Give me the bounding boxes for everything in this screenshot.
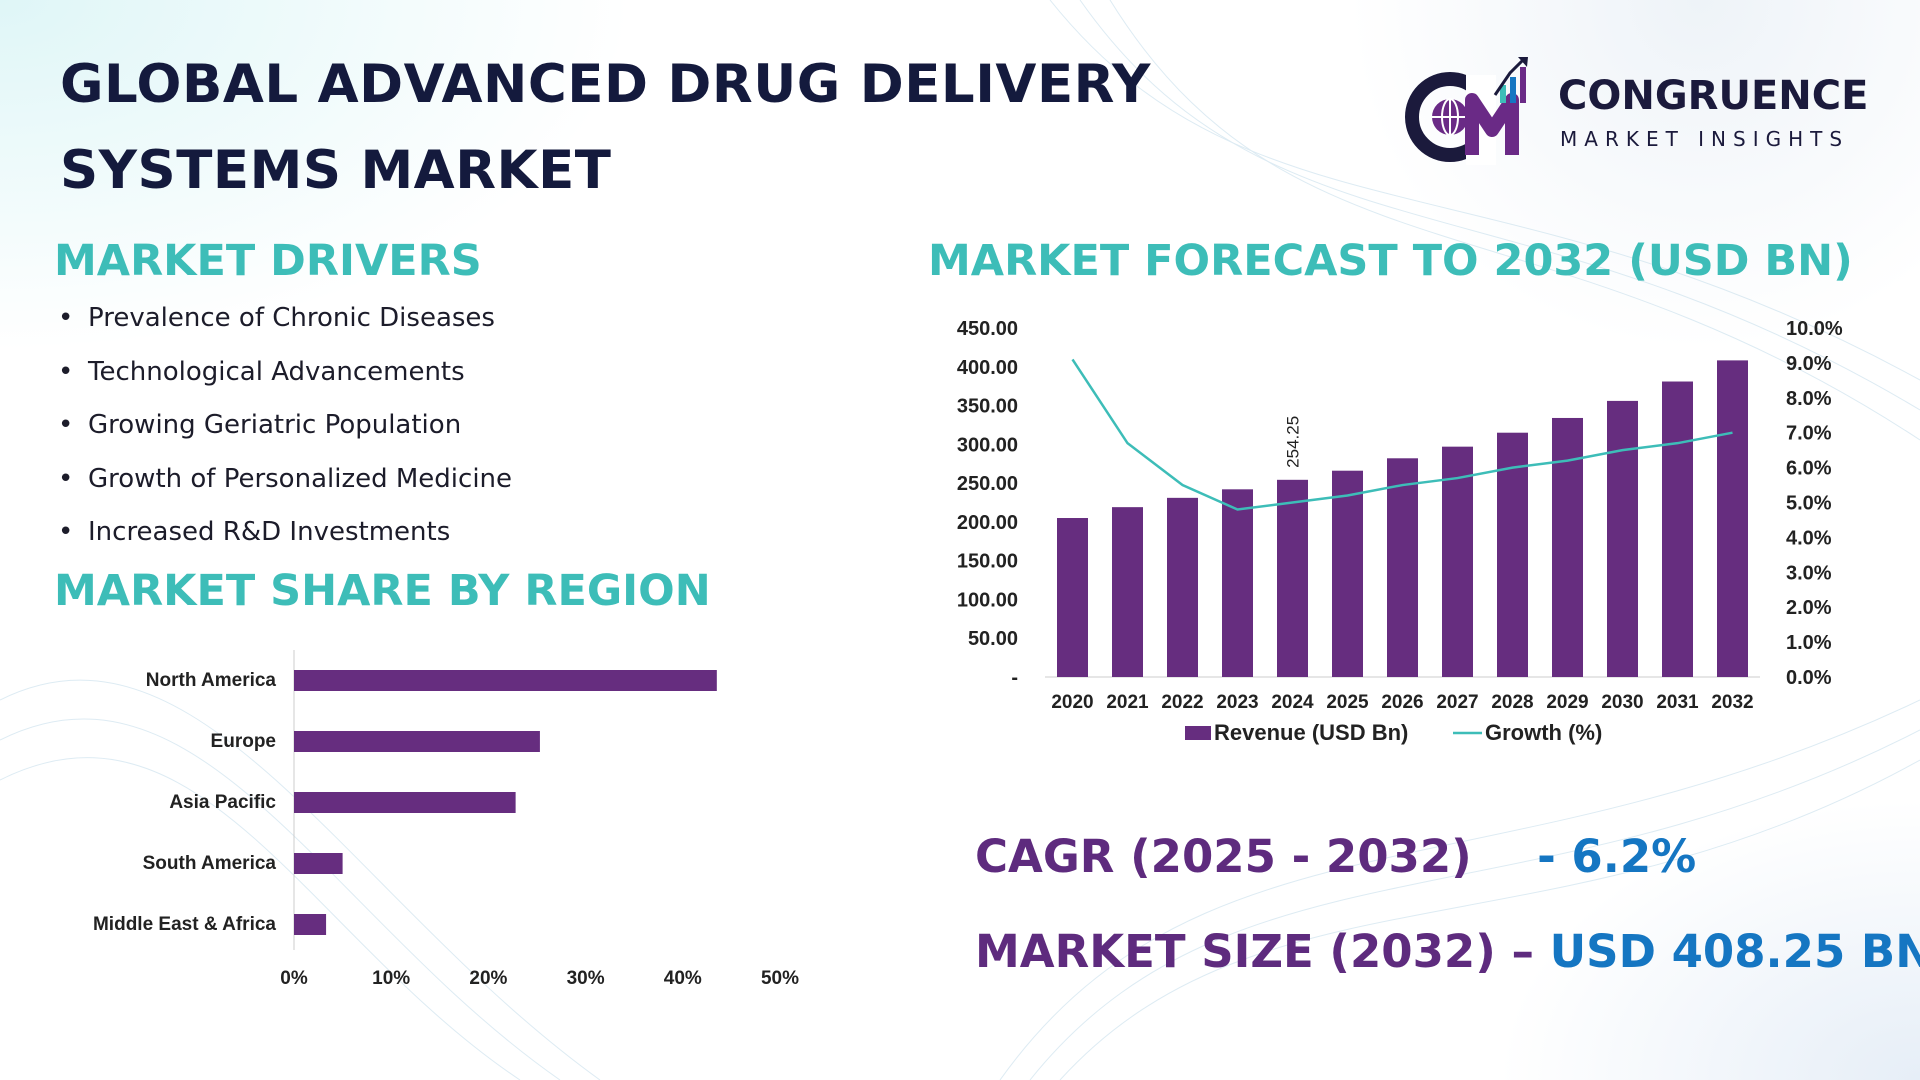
cagr-label: CAGR (2025 - 2032) <box>975 830 1472 883</box>
region-heading: MARKET SHARE BY REGION <box>54 566 711 616</box>
forecast-left-tick-label: - <box>1011 667 1018 689</box>
forecast-right-tick-label: 8.0% <box>1786 388 1832 410</box>
title-line-1: GLOBAL ADVANCED DRUG DELIVERY <box>60 54 1151 115</box>
forecast-right-tick-label: 10.0% <box>1786 318 1843 340</box>
region-bar-chart: North America Europe Asia Pacific South Ame… <box>93 650 799 989</box>
forecast-right-tick-label: 5.0% <box>1786 493 1832 515</box>
forecast-right-tick-label: 3.0% <box>1786 562 1832 584</box>
forecast-left-tick-label: 400.00 <box>957 357 1018 379</box>
region-bar <box>294 792 516 813</box>
logo-tagline: MARKET INSIGHTS <box>1560 127 1850 151</box>
driver-item: • Prevalence of Chronic Diseases <box>58 303 495 333</box>
forecast-right-tick-label: 9.0% <box>1786 353 1832 375</box>
region-x-tick-label: 50% <box>761 968 799 989</box>
region-x-tick-label: 10% <box>372 968 410 989</box>
revenue-bar <box>1607 400 1638 677</box>
forecast-x-tick-label: 2031 <box>1656 692 1699 713</box>
forecast-left-tick-label: 50.00 <box>968 628 1018 650</box>
legend-revenue-swatch <box>1185 726 1211 740</box>
region-bar <box>294 670 717 691</box>
legend-revenue-label: Revenue (USD Bn) <box>1214 720 1408 745</box>
forecast-left-tick-label: 200.00 <box>957 512 1018 534</box>
revenue-bar <box>1222 489 1253 677</box>
driver-item: • Growing Geriatric Population <box>58 410 462 440</box>
forecast-right-tick-label: 6.0% <box>1786 458 1832 480</box>
region-category-label: Asia Pacific <box>169 792 276 813</box>
forecast-x-tick-label: 2022 <box>1161 692 1203 713</box>
cagr-stat: CAGR (2025 - 2032) - 6.2% <box>975 830 1696 883</box>
forecast-x-tick-label: 2020 <box>1051 692 1093 713</box>
forecast-left-tick-label: 300.00 <box>957 434 1018 456</box>
revenue-bar <box>1167 497 1198 677</box>
cm-globe-chart-logo-icon <box>1405 57 1528 165</box>
driver-item: • Increased R&D Investments <box>58 517 451 547</box>
region-bar <box>294 731 540 752</box>
forecast-x-tick-label: 2021 <box>1106 692 1149 713</box>
region-bar <box>294 914 327 935</box>
forecast-x-tick-label: 2026 <box>1381 692 1423 713</box>
forecast-right-tick-label: 7.0% <box>1786 423 1832 445</box>
forecast-x-tick-label: 2025 <box>1326 692 1369 713</box>
forecast-combo-chart: - 50.00 100.00 150.00 200.00 250.00 300.00 350.… <box>957 318 1843 745</box>
revenue-data-label: 254.25 <box>1284 416 1303 468</box>
region-x-tick-label: 30% <box>567 968 605 989</box>
revenue-bar <box>1662 381 1693 677</box>
forecast-left-tick-label: 350.00 <box>957 396 1018 418</box>
growth-line <box>1071 358 1733 511</box>
region-x-tick-label: 20% <box>469 968 507 989</box>
region-category-label: North America <box>146 670 277 691</box>
forecast-heading: MARKET FORECAST TO 2032 (USD BN) <box>928 236 1853 286</box>
revenue-bar <box>1332 470 1363 677</box>
region-category-label: Europe <box>211 731 276 752</box>
forecast-left-tick-label: 250.00 <box>957 473 1018 495</box>
revenue-bar <box>1552 417 1583 677</box>
cagr-value: - 6.2% <box>1537 830 1697 883</box>
region-category-label: South America <box>143 853 277 874</box>
forecast-left-tick-label: 450.00 <box>957 318 1018 340</box>
region-x-tick-label: 0% <box>280 968 308 989</box>
region-bar <box>294 853 343 874</box>
forecast-x-tick-label: 2029 <box>1546 692 1588 713</box>
forecast-x-tick-label: 2023 <box>1216 692 1258 713</box>
forecast-x-tick-label: 2028 <box>1491 692 1533 713</box>
forecast-right-tick-label: 1.0% <box>1786 632 1832 654</box>
forecast-x-tick-label: 2030 <box>1601 692 1643 713</box>
revenue-bar <box>1717 360 1748 677</box>
market-size-value: USD 408.25 BN <box>1549 925 1920 978</box>
region-category-label: Middle East & Africa <box>93 914 276 935</box>
page-title: GLOBAL ADVANCED DRUG DELIVERY SYSTEMS MA… <box>60 42 1260 214</box>
region-x-tick-label: 40% <box>664 968 702 989</box>
drivers-list: • Prevalence of Chronic Diseases • Technol… <box>58 296 512 564</box>
forecast-x-tick-label: 2032 <box>1711 692 1753 713</box>
logo-name: CONGRUENCE <box>1558 73 1869 119</box>
forecast-x-tick-label: 2024 <box>1271 692 1314 713</box>
legend-growth-label: Growth (%) <box>1485 720 1602 745</box>
drivers-heading: MARKET DRIVERS <box>54 236 482 286</box>
revenue-bar <box>1057 518 1088 677</box>
forecast-left-tick-label: 100.00 <box>957 589 1018 611</box>
forecast-x-tick-label: 2027 <box>1436 692 1478 713</box>
revenue-bar <box>1112 507 1143 677</box>
market-size-label: MARKET SIZE (2032) – <box>975 925 1534 978</box>
revenue-bar <box>1497 432 1528 677</box>
market-size-stat: MARKET SIZE (2032) – USD 408.25 BN <box>975 925 1920 978</box>
forecast-right-tick-label: 0.0% <box>1786 667 1832 689</box>
forecast-right-tick-label: 2.0% <box>1786 597 1832 619</box>
revenue-bar <box>1442 446 1473 677</box>
driver-item: • Technological Advancements <box>58 356 465 387</box>
forecast-right-tick-label: 4.0% <box>1786 527 1832 549</box>
revenue-bar <box>1387 458 1418 677</box>
title-line-2: SYSTEMS MARKET <box>60 140 612 201</box>
driver-item: • Growth of Personalized Medicine <box>58 463 513 494</box>
brand-logo: CONGRUENCE MARKET INSIGHTS <box>1400 55 1880 165</box>
forecast-left-tick-label: 150.00 <box>957 551 1018 573</box>
revenue-bar <box>1277 479 1308 677</box>
